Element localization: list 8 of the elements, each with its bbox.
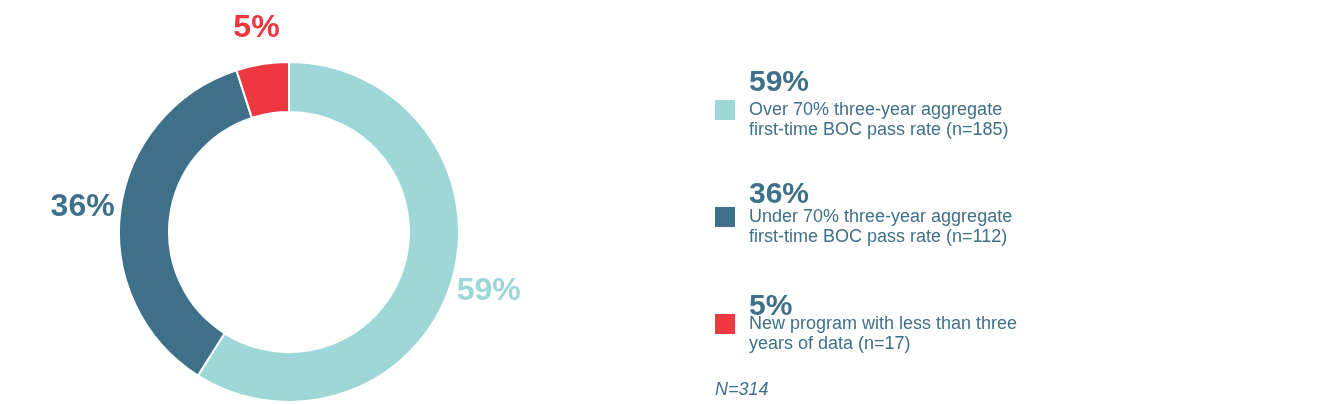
data-label: 36% (50, 186, 115, 223)
legend-label: Under 70% three-year aggregate first-time BOC pass rate (n=112) (749, 206, 1013, 246)
text: N=314 (715, 379, 769, 399)
data-label: 5% (233, 7, 280, 44)
legend-label: Over 70% three-year aggregate first-time BOC pass rate (n=185) (749, 99, 1009, 139)
data-label: 59% (456, 271, 521, 308)
text: 36% (749, 176, 810, 209)
text: 59% (749, 64, 810, 97)
